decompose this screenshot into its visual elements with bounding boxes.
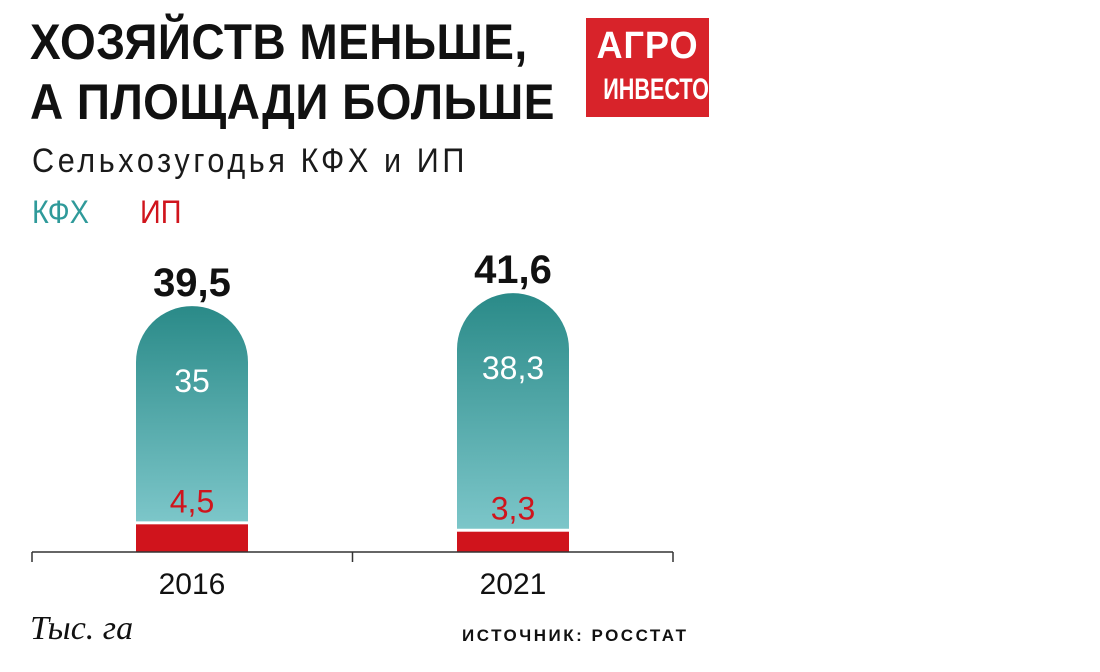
tick-label-2021: 2021 [480,568,547,601]
bar-kfh-2016 [136,306,248,522]
label-total-2016: 39,5 [153,261,231,305]
bar-ip-2016 [136,524,248,552]
legend-kfh: КФХ [32,194,89,230]
label-kfh-2016: 35 [174,363,210,399]
bar-kfh-2021 [457,293,569,529]
unit-label: Тыс. га [30,610,134,647]
title-line-1: ХОЗЯЙСТВ МЕНЬШЕ, [30,14,528,70]
legend-ip: ИП [140,194,182,230]
source-label: ИСТОЧНИК: РОССТАТ [462,626,689,645]
label-total-2021: 41,6 [474,248,552,292]
label-ip-2021: 3,3 [491,491,535,527]
chart-title: ХОЗЯЙСТВ МЕНЬШЕ, А ПЛОЩАДИ БОЛЬШЕ [30,12,600,132]
label-ip-2016: 4,5 [170,483,214,519]
chart-subtitle: Сельхозугодья КФХ и ИП [32,142,468,180]
label-kfh-2021: 38,3 [482,350,544,386]
tick-label-2016: 2016 [159,568,226,601]
title-line-2: А ПЛОЩАДИ БОЛЬШЕ [30,74,555,130]
bar-ip-2021 [457,531,569,552]
logo-line-1: АГРО [596,25,699,67]
agroinvestor-logo: АГРО ИНВЕСТОР [586,18,723,117]
